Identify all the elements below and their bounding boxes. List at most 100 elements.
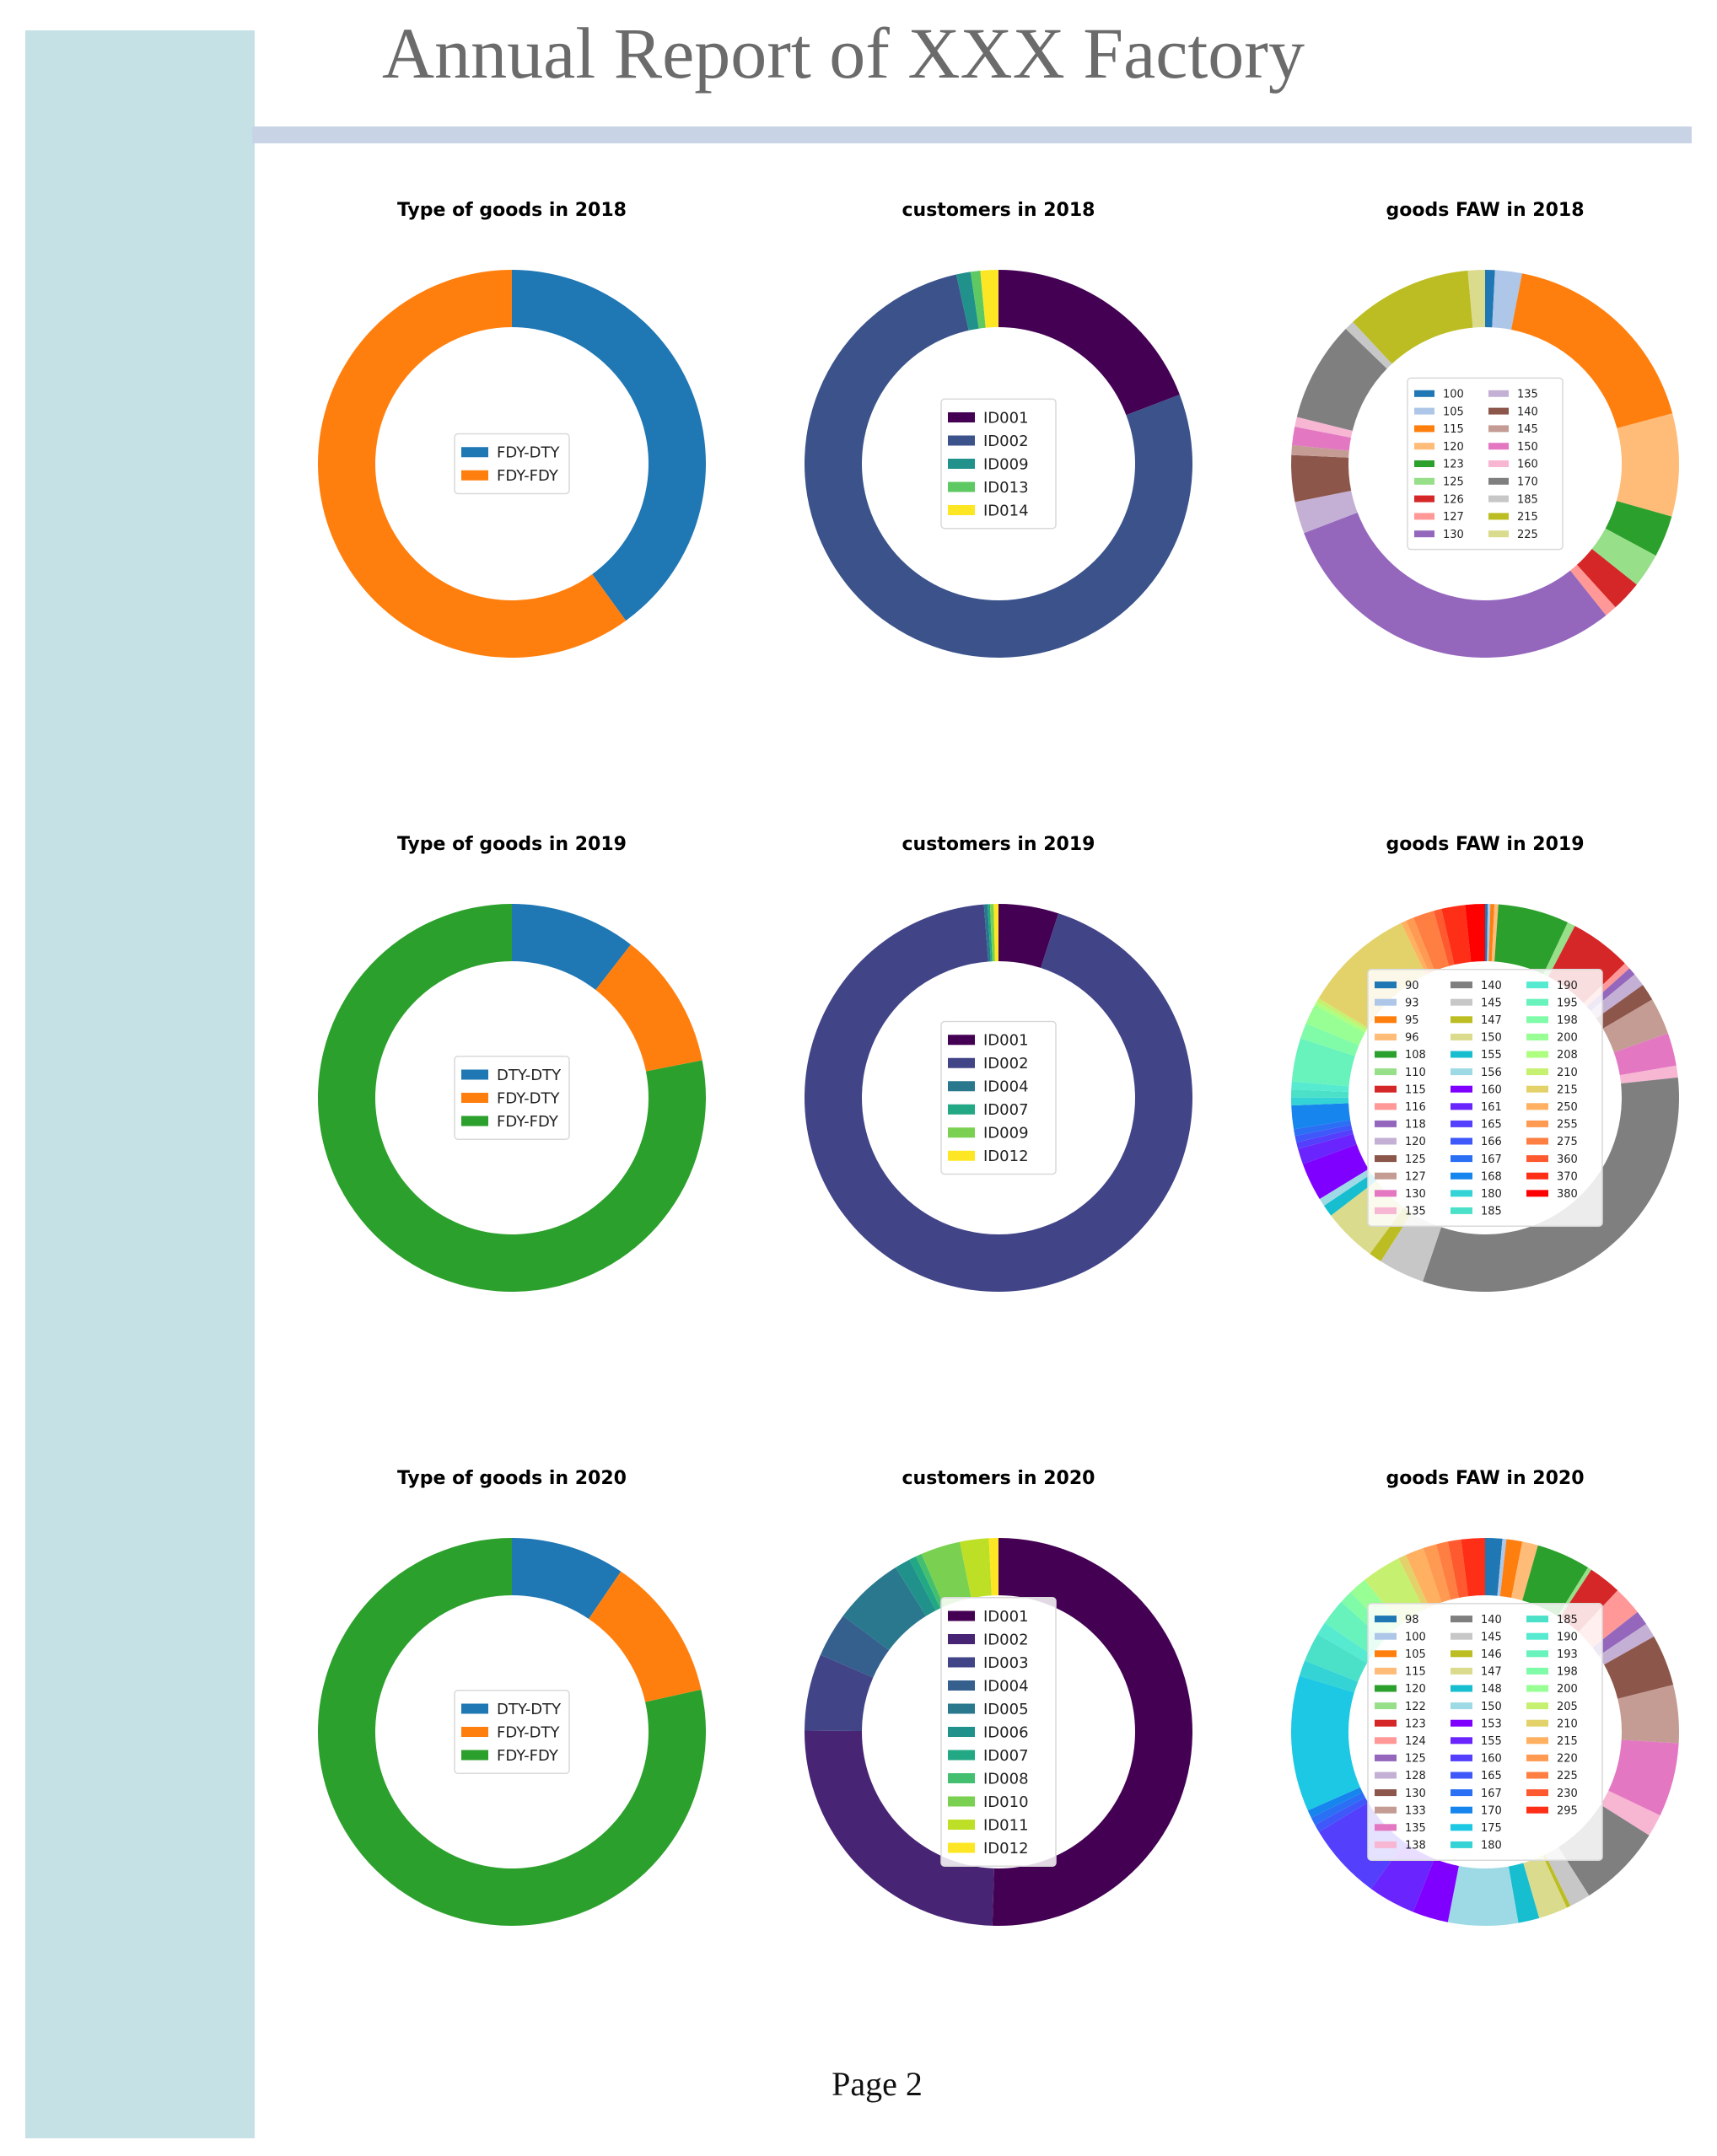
legend-swatch-147 (1451, 1667, 1472, 1675)
legend-swatch-id004 (948, 1680, 975, 1691)
legend-label-id012: ID012 (983, 1840, 1029, 1858)
legend-swatch-200 (1526, 1033, 1548, 1040)
legend-frame (1407, 377, 1564, 551)
pie-slice-195 (1291, 1038, 1355, 1087)
pie-slice-220 (1423, 1544, 1451, 1603)
legend-swatch-id002 (948, 435, 975, 446)
pie-slice-210 (1316, 998, 1368, 1030)
pie-slice-230 (1447, 1539, 1468, 1599)
chart-svg: goods FAW in 2018 100 105 115 120 123 125 126 12… (1291, 200, 1679, 658)
pie-slice-125 (1592, 1611, 1647, 1656)
legend-label-150: 150 (1517, 441, 1538, 454)
pie-slice-id002 (804, 274, 1192, 658)
legend-label-127: 127 (1405, 1170, 1426, 1183)
legend-swatch-166 (1451, 1137, 1472, 1145)
pie-slice-127 (1570, 564, 1616, 616)
legend-swatch-148 (1451, 1685, 1472, 1692)
legend-swatch-250 (1526, 1103, 1548, 1110)
pie-slice-160 (1294, 417, 1353, 438)
legend-swatch-105 (1414, 407, 1434, 415)
pie-slice-165 (1296, 1129, 1354, 1149)
legend-label-108: 108 (1405, 1049, 1426, 1062)
legend-swatch-168 (1451, 1172, 1472, 1180)
legend-label-120: 120 (1405, 1683, 1426, 1696)
legend-swatch-id005 (948, 1703, 975, 1714)
pie-slice-166 (1294, 1124, 1353, 1143)
legend-swatch-125 (1375, 1754, 1397, 1761)
legend-swatch-167 (1451, 1155, 1472, 1163)
pie-slice-168 (1291, 1103, 1351, 1130)
legend-swatch-167 (1451, 1789, 1472, 1797)
legend-swatch-120 (1375, 1685, 1397, 1692)
pie-slice-360 (1434, 908, 1455, 966)
legend-swatch-130 (1414, 530, 1434, 538)
legend-label-230: 230 (1557, 1788, 1578, 1800)
pie-slice-125 (1591, 528, 1656, 585)
legend-swatch-id007 (948, 1104, 975, 1115)
chart-svg: customers in 2019ID001ID002ID004ID007ID0… (805, 834, 1192, 1292)
pie-slice-id002 (805, 904, 1192, 1292)
legend-label-360: 360 (1557, 1153, 1578, 1166)
page-number: Page 2 (832, 2065, 923, 2103)
legend-swatch-215 (1526, 1085, 1548, 1093)
legend-swatch-100 (1375, 1632, 1397, 1640)
legend-label-200: 200 (1557, 1032, 1578, 1045)
legend-label-380: 380 (1557, 1188, 1578, 1201)
legend-swatch-145 (1451, 998, 1472, 1006)
chart-customers-2018: customers in 2018 ID001 ID002 ID009 ID013 ID0… (762, 185, 1235, 708)
legend-swatch-275 (1526, 1137, 1548, 1145)
legend-swatch-id002 (948, 1634, 975, 1644)
pie-slice-130 (1304, 512, 1607, 658)
chart-svg: goods FAW in 2020 98 100 105 115 120 122 123 124… (1291, 1468, 1679, 1926)
pie-slice-140 (1423, 1077, 1679, 1292)
chart-type-of-goods-2019: Type of goods in 2019 DTY-DTY FDY-DTY FDY-F… (276, 820, 748, 1342)
page-title: Annual Report of XXX Factory (382, 13, 1305, 94)
pie-slice-id011 (960, 1538, 992, 1599)
legend-swatch-295 (1526, 1806, 1548, 1814)
pie-slice-210 (1398, 1555, 1429, 1610)
chart-title: customers in 2018 (902, 200, 1095, 221)
pie-slice-225 (1435, 1541, 1459, 1600)
chart-title: customers in 2019 (902, 834, 1095, 855)
pie-slice-380 (1465, 904, 1485, 962)
legend-label-161: 161 (1481, 1101, 1502, 1114)
chart-title: Type of goods in 2019 (397, 834, 627, 855)
legend-swatch-190 (1526, 981, 1548, 989)
legend-label-115: 115 (1443, 423, 1464, 436)
legend-label-185: 185 (1557, 1614, 1578, 1626)
pie-slice-138 (1601, 1790, 1660, 1836)
legend-label-370: 370 (1557, 1170, 1578, 1183)
legend-swatch-105 (1375, 1650, 1397, 1658)
legend-swatch-135 (1488, 390, 1509, 397)
legend-label-166: 166 (1481, 1136, 1502, 1148)
pie-slice-fdy-dty (512, 270, 706, 621)
legend-label-90: 90 (1405, 980, 1419, 992)
legend-swatch-id009 (948, 1127, 975, 1138)
legend-label-153: 153 (1481, 1718, 1502, 1730)
legend-swatch-id014 (948, 505, 975, 515)
legend-label-98: 98 (1405, 1614, 1419, 1626)
pie-slice-123 (1605, 501, 1672, 556)
legend-swatch-id008 (948, 1773, 975, 1783)
legend-label-105: 105 (1405, 1648, 1426, 1661)
pie-slice-id013 (970, 271, 986, 329)
legend-swatch-90 (1375, 981, 1397, 989)
legend-label-167: 167 (1481, 1788, 1502, 1800)
pie-slice-180 (1291, 1097, 1349, 1106)
legend-label-165: 165 (1481, 1119, 1502, 1132)
pie-slice-id012 (988, 1538, 998, 1596)
pie-slice-id003 (805, 1654, 874, 1731)
legend-swatch-id004 (948, 1081, 975, 1092)
pie-slice-id004 (820, 1616, 890, 1678)
pie-slice-110 (1543, 922, 1575, 977)
pie-slice-135 (1608, 1739, 1679, 1816)
legend-label-127: 127 (1443, 511, 1464, 524)
pie-slice-dty-dty (512, 1538, 622, 1620)
pie-slice-161 (1298, 1133, 1357, 1164)
legend-label-146: 146 (1481, 1648, 1502, 1661)
legend-label-105: 105 (1443, 406, 1464, 418)
legend-swatch-185 (1488, 495, 1509, 503)
legend-swatch-127 (1414, 513, 1434, 520)
legend-label-125: 125 (1443, 476, 1464, 488)
legend-swatch-id009 (948, 459, 975, 469)
